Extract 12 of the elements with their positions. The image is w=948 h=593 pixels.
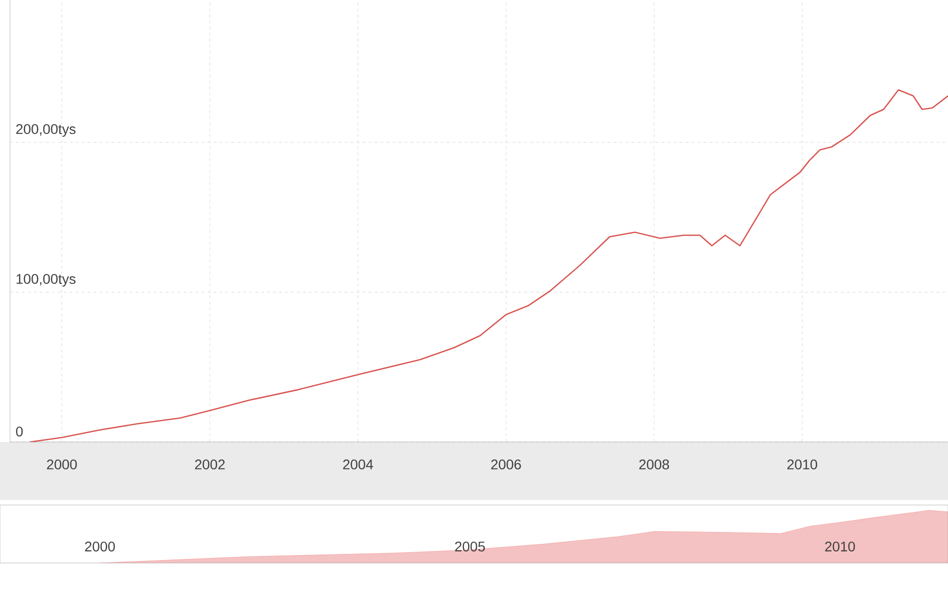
x-tick-label: 2000 xyxy=(85,542,115,552)
x-tick-label: 2002 xyxy=(195,460,225,470)
x-tick-label: 2010 xyxy=(825,542,855,552)
x-tick-label: 2010 xyxy=(787,460,818,470)
x-tick-label: 2008 xyxy=(639,460,670,470)
x-tick-label: 2000 xyxy=(47,460,77,470)
x-tick-label: 2006 xyxy=(491,460,521,470)
x-tick-label: 2004 xyxy=(343,460,374,470)
y-tick-label: 200,00tys xyxy=(16,124,76,137)
y-tick-label: 0 xyxy=(16,426,23,436)
x-tick-label: 2005 xyxy=(455,542,485,552)
y-tick-label: 100,00tys xyxy=(16,274,76,287)
